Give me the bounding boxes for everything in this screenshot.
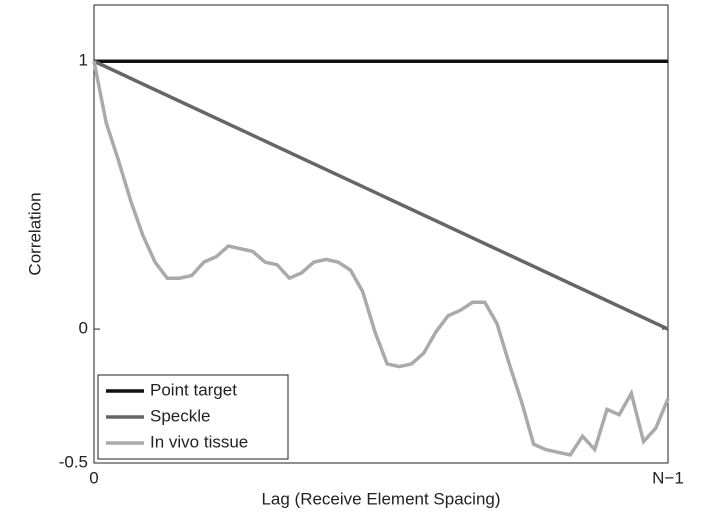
x-tick-label: N−1 [652, 468, 684, 487]
y-tick-label: -0.5 [59, 452, 88, 471]
x-axis-label: Lag (Receive Element Spacing) [261, 489, 500, 508]
y-tick-label: 0 [79, 319, 88, 338]
legend-label: In vivo tissue [150, 432, 248, 451]
plot-frame [93, 4, 669, 464]
y-tick-label: 1 [79, 51, 88, 70]
series-line [92, 60, 670, 457]
legend-label: Point target [150, 380, 237, 399]
y-axis-label: Correlation [25, 192, 44, 275]
x-tick-label: 0 [89, 468, 98, 487]
series-line [93, 59, 669, 331]
legend-label: Speckle [150, 406, 210, 425]
